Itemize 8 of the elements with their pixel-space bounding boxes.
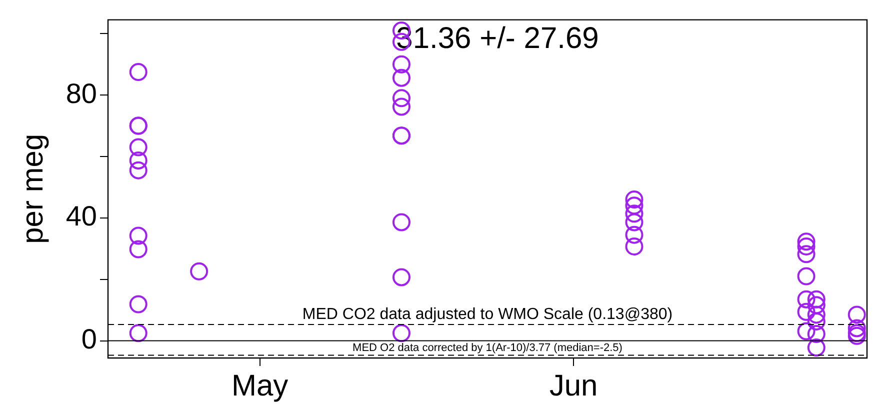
- y-tick-label: 40: [66, 200, 97, 232]
- annotation: MED CO2 data adjusted to WMO Scale (0.13@380): [302, 306, 673, 323]
- y-tick-label: 80: [66, 78, 97, 109]
- x-tick-label: May: [231, 369, 288, 402]
- y-axis-title: per meg: [16, 134, 50, 244]
- y-tick-label: 0: [81, 324, 97, 355]
- x-tick-label: Jun: [549, 369, 598, 402]
- annotation: MED O2 data corrected by 1(Ar-10)/3.77 (median=-2.5): [352, 342, 622, 354]
